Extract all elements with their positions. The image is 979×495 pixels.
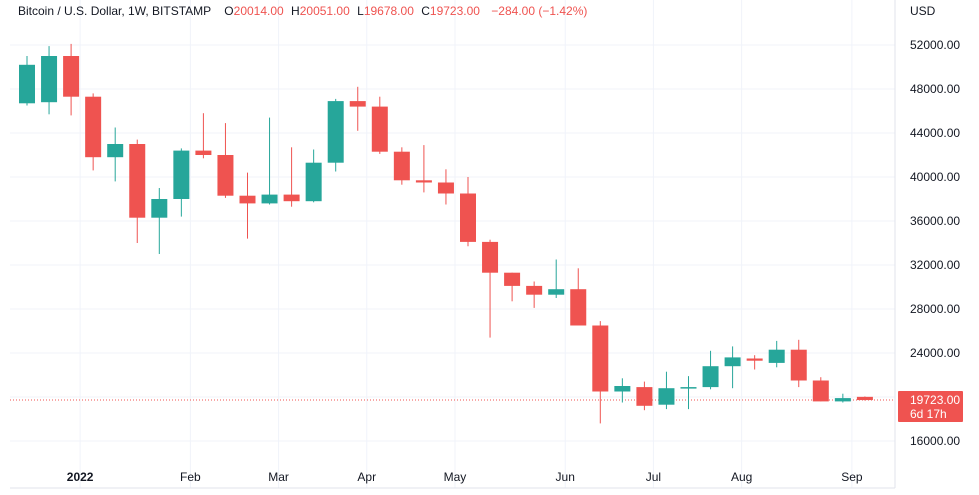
candle-body — [261, 194, 278, 204]
candle-body — [812, 380, 829, 402]
candle-body — [415, 180, 432, 183]
time-tick-label: Jun — [556, 470, 575, 484]
high-value: 20051.00 — [299, 4, 350, 18]
candle-body — [195, 150, 212, 155]
close-label: C — [421, 4, 430, 18]
candle-body — [482, 241, 499, 273]
time-axis-labels: 2022 Feb Mar Apr May Jun Jul Aug Sep — [67, 470, 863, 484]
symbol-legend: Bitcoin / U.S. Dollar, 1W, BITSTAMP O200… — [18, 4, 587, 18]
candle-body — [239, 195, 256, 204]
time-tick-label: Feb — [180, 470, 201, 484]
candle-body — [437, 182, 454, 194]
candle-body — [592, 325, 609, 392]
currency-label[interactable]: USD — [910, 4, 936, 18]
candle-body — [151, 199, 168, 218]
open-label: O — [224, 4, 234, 18]
price-tick-label: 24000.00 — [910, 346, 960, 360]
candle-body — [548, 289, 565, 295]
candle-body — [768, 349, 785, 363]
candle-body — [19, 64, 35, 104]
price-tick-label: 32000.00 — [910, 258, 960, 272]
candle-body — [85, 96, 102, 158]
candle-body — [614, 386, 631, 392]
low-value: 19678.00 — [363, 4, 414, 18]
price-tick-label: 28000.00 — [910, 302, 960, 316]
close-value: 19723.00 — [429, 4, 480, 18]
candle-body — [349, 101, 366, 107]
price-tick-label: 40000.00 — [910, 170, 960, 184]
time-tick-label: Apr — [357, 470, 376, 484]
low-label: L — [357, 4, 364, 18]
candle-body — [327, 101, 344, 163]
candle-body — [173, 150, 190, 199]
candle-body — [702, 366, 719, 388]
candle-body — [856, 396, 873, 401]
bar-countdown: 6d 17h — [910, 407, 947, 421]
high-label: H — [291, 4, 300, 18]
candle-body — [63, 56, 80, 97]
candle-body — [504, 272, 521, 286]
change-value: −284.00 (−1.42%) — [491, 4, 588, 18]
symbol-title[interactable]: Bitcoin / U.S. Dollar, 1W, BITSTAMP — [18, 4, 211, 18]
candle-body — [636, 387, 653, 406]
candle-body — [526, 285, 543, 295]
price-tick-label: 48000.00 — [910, 82, 960, 96]
candle-body — [790, 349, 807, 381]
time-tick-label: Sep — [841, 470, 863, 484]
price-tick-label: 52000.00 — [910, 38, 960, 52]
candle-body — [658, 388, 675, 405]
candle-body — [724, 357, 741, 367]
candle-body — [305, 162, 322, 202]
candlestick-series — [19, 43, 873, 424]
time-tick-label: Aug — [731, 470, 752, 484]
price-tick-label: 44000.00 — [910, 126, 960, 140]
candle-body — [460, 193, 476, 242]
price-tick-label: 16000.00 — [910, 434, 960, 448]
last-price-value: 19723.00 — [910, 393, 961, 407]
price-tick-label: 36000.00 — [910, 214, 960, 228]
candle-body — [107, 144, 124, 158]
candle-body — [41, 56, 58, 103]
candle-body — [371, 106, 388, 152]
candle-body — [129, 144, 146, 218]
time-tick-label: May — [444, 470, 467, 484]
candle-body — [217, 155, 234, 196]
time-tick-label: Mar — [268, 470, 289, 484]
candle-body — [834, 398, 851, 402]
last-price-tag: 19723.00 6d 17h — [898, 391, 963, 422]
candle-body — [283, 194, 300, 202]
price-axis-labels: 16000.0020000.0024000.0028000.0032000.00… — [910, 38, 960, 448]
time-tick-label: 2022 — [67, 470, 94, 484]
candle-body — [746, 358, 763, 361]
candle-body — [680, 387, 697, 389]
candle-body — [393, 151, 410, 181]
candle-body — [570, 289, 587, 326]
grid-lines — [10, 0, 895, 488]
time-tick-label: Jul — [646, 470, 661, 484]
open-value: 20014.00 — [233, 4, 284, 18]
